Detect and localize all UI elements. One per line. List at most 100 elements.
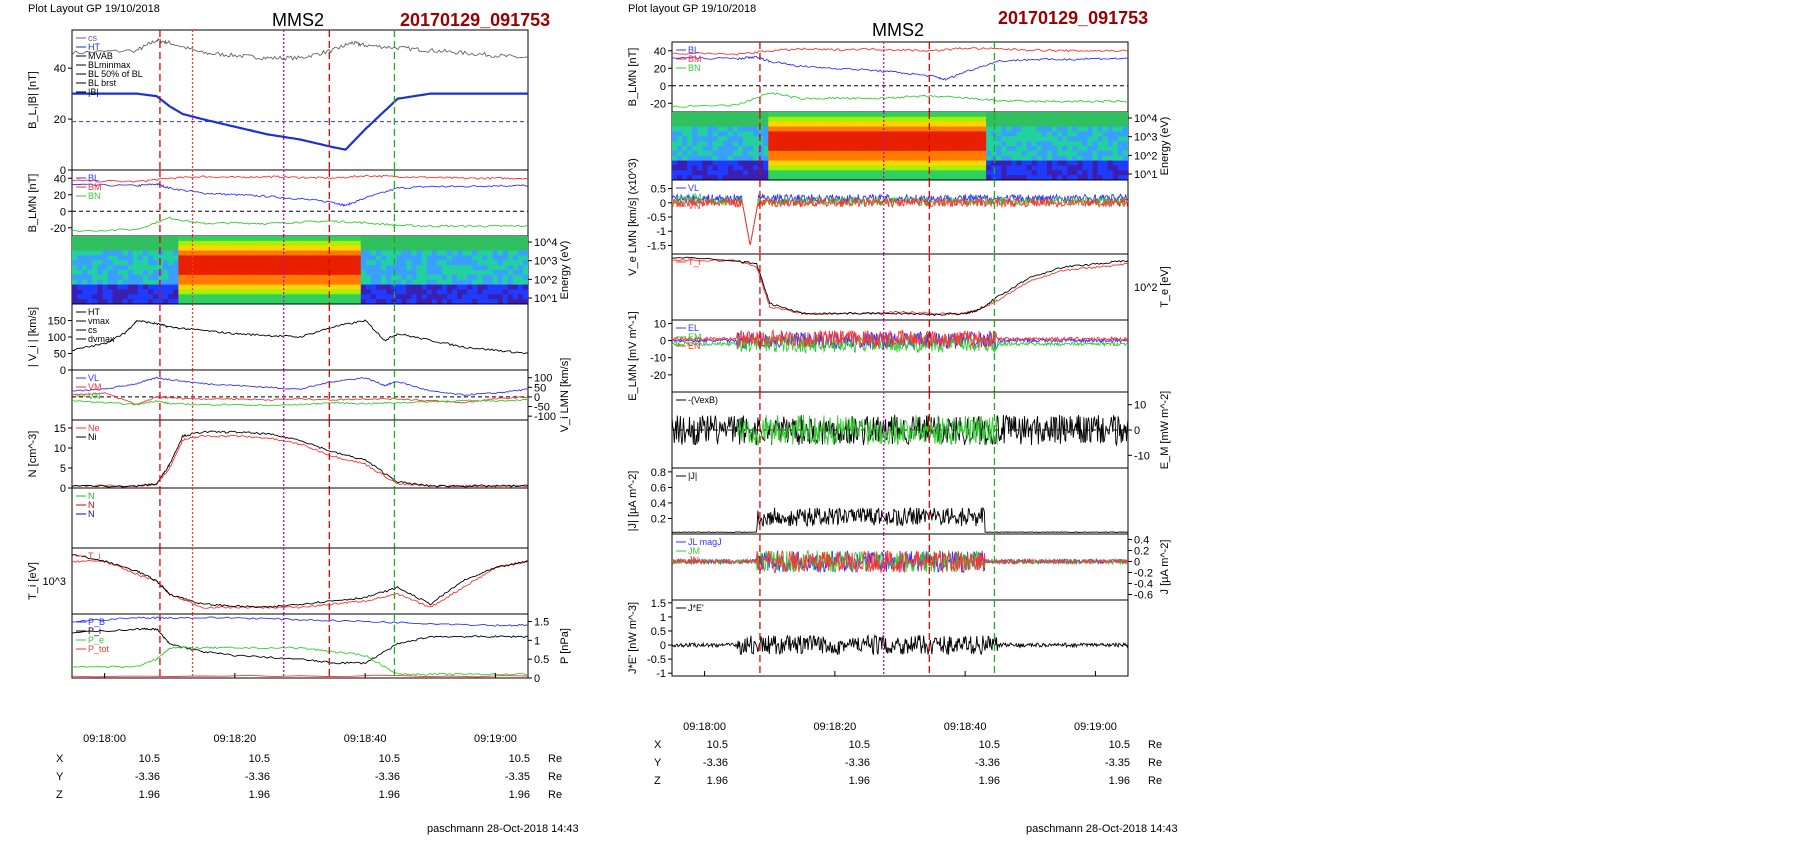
spectrogram-cell <box>1016 165 1023 171</box>
spectrogram-cell <box>279 245 286 252</box>
spectrogram-cell <box>753 150 759 157</box>
spectrogram-cell <box>360 299 367 304</box>
spectrogram-cell <box>950 136 957 142</box>
spectrogram-cell <box>249 255 255 261</box>
spectrogram-cell <box>386 260 392 266</box>
spectrogram-cell <box>1016 150 1023 157</box>
spectrogram-cell <box>727 126 734 133</box>
spectrogram-cell <box>935 150 942 157</box>
spectrogram-cell <box>976 141 982 147</box>
spectrogram-cell <box>320 299 326 304</box>
spectrogram-cell <box>274 289 281 295</box>
spectrogram-cell <box>763 146 769 152</box>
spectrogram-cell <box>955 126 962 133</box>
spectrogram-cell <box>742 155 749 162</box>
spectrogram-cell <box>97 236 103 242</box>
series-P_B <box>72 627 528 665</box>
spectrogram-cell <box>874 136 881 142</box>
spectrogram-cell <box>1072 141 1078 147</box>
spectrogram-cell <box>935 160 942 167</box>
panel-plot-area <box>672 414 1128 447</box>
spectrogram-cell <box>869 136 876 142</box>
spectrogram-cell <box>758 126 764 133</box>
spectrogram-cell <box>1072 155 1078 162</box>
spectrogram-cell <box>1031 155 1038 162</box>
spectrogram-cell <box>844 150 850 157</box>
spectrogram-cell <box>1026 146 1033 152</box>
spectrogram-cell <box>254 279 261 286</box>
spectrogram-cell <box>732 170 739 176</box>
spectrogram-cell <box>712 175 719 180</box>
spectrogram-cell <box>92 265 98 271</box>
spectrogram-cell <box>97 284 103 291</box>
spectrogram-cell <box>844 155 850 162</box>
spectrogram-cell <box>1006 126 1013 133</box>
spectrogram-cell <box>849 116 855 123</box>
spectrogram-cell <box>239 236 245 242</box>
spectrogram-cell <box>1006 155 1013 162</box>
spectrogram-cell <box>915 150 921 157</box>
spectrogram-cell <box>707 146 714 152</box>
spectrogram-cell <box>82 299 88 304</box>
spectrogram-cell <box>1001 136 1007 142</box>
legend-label: J*E' <box>688 603 704 613</box>
spectrogram-cell <box>1077 131 1083 137</box>
spectrogram-cell <box>910 146 916 152</box>
spectrogram-cell <box>955 165 962 171</box>
y-tick-label: 50 <box>534 382 546 394</box>
spectrogram-cell <box>92 260 98 266</box>
spectrogram-cell <box>401 260 407 266</box>
spectrogram-cell <box>682 136 688 142</box>
spectrogram-cell <box>279 274 286 281</box>
spectrogram-cell <box>1122 112 1128 118</box>
spectrogram-cell <box>360 245 367 252</box>
spectrogram-cell <box>406 265 413 271</box>
spectrogram-cell <box>829 141 835 147</box>
spectrogram-cell <box>355 270 362 276</box>
spectrogram-cell <box>355 245 362 252</box>
series-VN <box>672 197 1128 246</box>
spectrogram-cell <box>849 150 855 157</box>
spectrogram-cell <box>859 126 866 133</box>
spectrogram-cell <box>132 284 139 291</box>
spectrogram-cell <box>935 141 942 147</box>
spectrogram-cell <box>758 175 764 180</box>
spectrogram-cell <box>834 175 840 180</box>
spectrogram-cell <box>431 236 438 242</box>
spectrogram-cell <box>955 170 962 176</box>
spectrogram-cell <box>793 170 800 176</box>
spectrogram-cell <box>1026 150 1033 157</box>
spectrogram-cell <box>137 240 144 247</box>
spectrogram-cell <box>1087 146 1094 152</box>
spectrogram-cell <box>960 146 967 152</box>
spectrogram-cell <box>502 294 509 300</box>
spectrogram-cell <box>452 236 458 242</box>
spectrogram-cell <box>970 126 977 133</box>
spectrogram-cell <box>970 121 977 128</box>
spectrogram-cell <box>477 289 483 295</box>
spectrogram-cell <box>778 150 785 157</box>
spectrogram-cell <box>727 131 734 137</box>
y-axis-label: B_L,|B| [nT] <box>27 71 39 129</box>
spectrogram-cell <box>224 240 230 247</box>
spectrogram-cell <box>1112 126 1119 133</box>
spectrogram-cell <box>132 236 139 242</box>
spectrogram-cell <box>325 255 331 261</box>
spectrogram-cell <box>677 126 683 133</box>
spectrogram-cell <box>1011 175 1018 180</box>
spectrogram-cell <box>213 284 220 291</box>
spectrogram-cell <box>950 165 957 171</box>
spectrogram-cell <box>421 294 428 300</box>
spectrogram-cell <box>874 112 881 118</box>
spectrogram-cell <box>517 284 524 291</box>
spectrogram-cell <box>864 141 871 147</box>
spectrogram-cell <box>406 274 413 281</box>
y-tick-label: 10 <box>54 443 66 455</box>
spectrogram-cell <box>239 284 245 291</box>
spectrogram-cell <box>1062 136 1068 142</box>
spectrogram-cell <box>436 240 443 247</box>
spectrogram-cell <box>1011 165 1018 171</box>
spectrogram-cell <box>193 299 200 304</box>
spectrogram-cell <box>365 265 372 271</box>
y-tick-label: -0.5 <box>647 654 666 666</box>
